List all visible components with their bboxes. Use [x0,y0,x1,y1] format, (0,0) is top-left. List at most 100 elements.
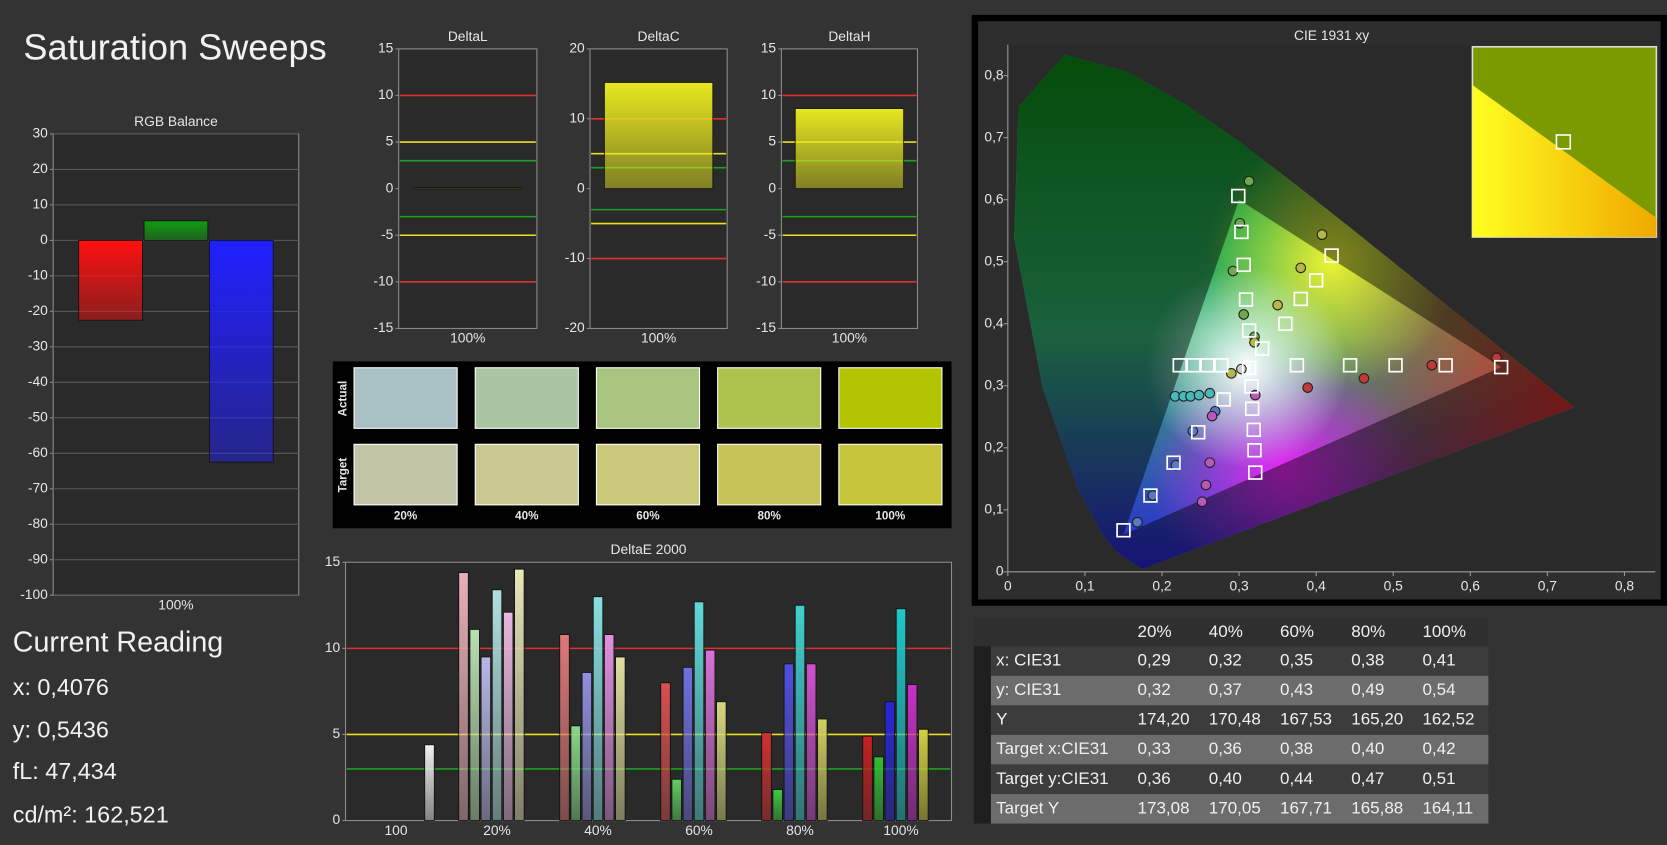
table-cell: 170,48 [1209,710,1261,729]
y-tick-label: 0 [996,562,1004,578]
y-tick-label: 0 [386,179,394,195]
table-gutter [973,646,991,676]
table-row [990,764,1489,794]
target-point [1324,248,1339,263]
target-point [1493,359,1509,375]
table-cell: 170,05 [1209,798,1261,817]
target-point [1236,257,1251,273]
x-tick-label: 100% [641,330,676,346]
table-row [990,675,1489,706]
x-tick-label: 0,5 [1384,577,1404,593]
table-gutter [973,793,991,824]
table-cell: x: CIE31 [996,651,1061,670]
reading-line: x: 0,4076 [13,674,109,700]
bar [895,608,907,821]
x-tick-label: 100% [832,330,867,346]
table-row [990,793,1489,824]
y-tick-label: 30 [32,125,48,141]
table-cell: 0,35 [1280,651,1313,670]
table-cell: y: CIE31 [996,680,1061,699]
bar [480,656,492,821]
bar [716,701,727,821]
x-tick-label: 40% [584,822,612,838]
y-tick-label: -10 [28,267,48,283]
table-cell: 0,33 [1138,739,1171,758]
bar [603,82,714,190]
y-tick-label: 10 [569,109,585,125]
target-point [1234,224,1249,240]
table-cell: 0,29 [1138,651,1171,670]
table-header: 40% [1209,622,1243,641]
measured-point [1226,368,1237,379]
x-tick-label: 100% [450,330,485,346]
target-point [1241,323,1257,338]
y-tick-label: -50 [28,408,48,424]
y-tick-label: 20 [32,160,48,176]
target-point [1214,358,1229,373]
target-swatch [838,443,943,506]
bar [817,718,828,821]
x-tick-label: 0,8 [1615,577,1635,593]
x-tick-label: 0,6 [1461,577,1481,593]
target-point [1247,443,1262,458]
target-point [1244,379,1259,394]
y-tick-label: 5 [386,133,394,149]
y-tick-label: -10 [756,272,776,288]
gamut-white [1145,266,1348,469]
measured-point [1200,479,1212,491]
y-tick-label: -5 [381,226,394,242]
target-point [1388,358,1403,373]
chart-title: CIE 1931 xy [1294,27,1369,43]
table-cell: 0,41 [1422,651,1455,670]
x-tick-label: 100% [883,822,918,838]
y-tick-label: -15 [373,319,393,335]
measured-point [1204,387,1216,399]
bar [884,701,896,821]
y-tick-label: -70 [28,479,48,495]
y-tick-label: -80 [28,515,48,531]
measured-point [1426,359,1438,371]
table-cell: 0,37 [1209,680,1242,699]
target-swatch [474,443,579,506]
table-gutter [973,705,991,735]
bar [906,684,918,821]
target-swatch [353,443,458,506]
bar [805,663,817,821]
table-cell: 0,38 [1280,739,1313,758]
table-row [990,705,1489,735]
gamut-outside [1014,54,1575,569]
target-point [1241,360,1257,376]
bar [469,628,480,821]
bar [559,634,570,821]
chart-title: DeltaH [828,28,870,44]
y-tick-label: 0,5 [984,252,1004,268]
y-tick-label: -100 [20,586,48,602]
table-cell: 0,36 [1209,739,1242,758]
chart-title: DeltaC [638,28,680,44]
bar [570,725,581,821]
y-tick-label: 0,1 [984,500,1003,516]
reading-title: Current Reading [13,627,224,659]
y-tick-label: 0,2 [984,438,1003,454]
y-tick-label: 5 [768,133,776,149]
table-cell: 0,36 [1138,769,1171,788]
column-label: 20% [394,510,418,523]
table-cell: 167,53 [1280,710,1332,729]
table-gutter [973,764,991,794]
bar [514,568,525,821]
bar [502,611,514,821]
bar [862,735,873,821]
table-cell: 162,52 [1422,710,1474,729]
y-tick-label: 0,3 [984,376,1004,392]
row-label: Target [336,458,349,493]
bar [918,728,929,821]
actual-swatch [838,367,943,429]
y-tick-label: 0,4 [984,314,1004,330]
column-label: 80% [757,510,781,523]
bar [704,649,716,821]
bar [143,220,209,241]
x-tick-label: 0 [1004,577,1012,593]
chart-title: DeltaL [448,28,488,44]
x-tick-label: 0,7 [1538,577,1557,593]
